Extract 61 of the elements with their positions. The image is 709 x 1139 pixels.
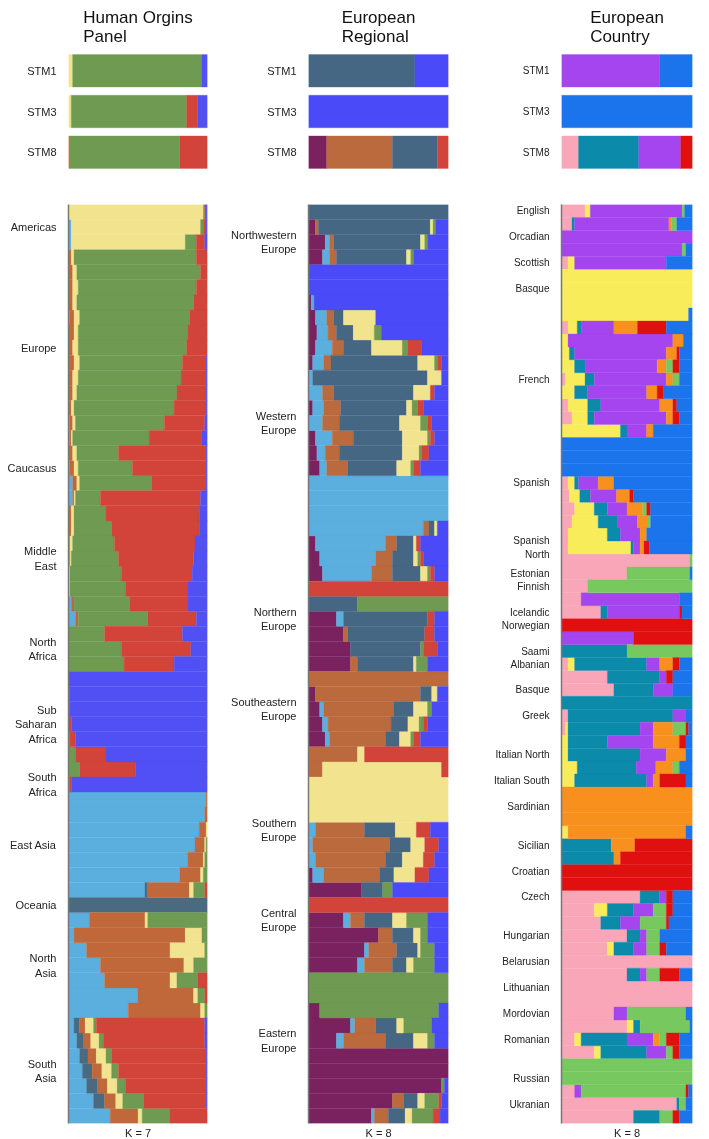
y-tick-label: Estonian xyxy=(510,567,550,579)
y-tick-label: Western Europe xyxy=(255,409,297,437)
y-tick-label: North Asia xyxy=(29,952,58,979)
y-tick-label: Central Europe xyxy=(261,906,297,934)
y-tick-label: Orcadian xyxy=(508,231,550,243)
y-tick-label: South Africa xyxy=(27,771,58,798)
y-tick-label: Sardinian xyxy=(507,800,550,812)
y-tick-label: Middle East xyxy=(24,545,57,572)
y-tick-label: Northern Europe xyxy=(253,605,297,632)
y-tick-label: South Asia xyxy=(27,1057,58,1084)
y-tick-label: French xyxy=(518,373,550,385)
y-tick-label: Europe xyxy=(21,341,57,354)
x-axis-title: K = 7 xyxy=(125,1126,151,1139)
y-tick-label: Spanish North xyxy=(513,535,550,560)
x-axis-title: K = 8 xyxy=(614,1126,640,1139)
y-tick-label: STM1 xyxy=(267,64,297,77)
y-tick-label: Saami xyxy=(521,645,550,657)
y-tick-label: STM8 xyxy=(27,146,57,159)
y-tick-label: Albanian xyxy=(510,658,550,670)
y-tick-label: Spanish xyxy=(513,477,550,489)
chart-title: Human Orgins Panel xyxy=(83,7,193,46)
y-tick-label: Russian xyxy=(513,1072,550,1084)
y-tick-label: Americas xyxy=(10,221,57,234)
y-tick-label: Scottish xyxy=(513,257,550,269)
y-tick-label: East Asia xyxy=(10,838,57,851)
y-tick-label: STM8 xyxy=(522,146,550,158)
y-tick-label: Hungarian xyxy=(503,930,550,942)
y-tick-label: Italian South xyxy=(493,774,550,786)
y-tick-label: STM1 xyxy=(522,65,550,77)
y-tick-label: Sub Saharan Africa xyxy=(14,703,58,745)
y-tick-label: Italian North xyxy=(495,749,550,761)
y-tick-label: Mordovian xyxy=(502,1007,550,1019)
y-tick-label: STM1 xyxy=(27,64,57,77)
y-tick-label: Basque xyxy=(515,283,550,295)
y-tick-label: Northwestern Europe xyxy=(231,228,297,256)
y-tick-label: STM3 xyxy=(27,105,57,118)
y-tick-label: North Africa xyxy=(28,635,58,663)
x-axis-title: K = 8 xyxy=(365,1126,392,1139)
y-tick-label: Oceania xyxy=(15,899,58,912)
y-tick-label: Southeastern Europe xyxy=(231,696,297,723)
y-tick-label: Eastern Europe xyxy=(258,1027,297,1054)
y-tick-label: Norwegian xyxy=(501,619,550,631)
y-tick-label: Finnish xyxy=(517,580,550,592)
y-tick-label: Lithuanian xyxy=(503,982,550,994)
chart-title: European Regional xyxy=(341,7,416,46)
y-tick-label: STM8 xyxy=(267,146,297,159)
y-tick-label: Icelandic xyxy=(510,606,550,618)
y-tick-label: Southern Europe xyxy=(251,816,297,843)
y-tick-label: English xyxy=(516,205,550,217)
y-tick-label: Greek xyxy=(522,710,551,722)
y-tick-label: STM3 xyxy=(522,106,550,117)
y-tick-label: Romanian xyxy=(503,1033,550,1045)
y-tick-label: Sicilian xyxy=(517,839,550,851)
y-tick-label: Czech xyxy=(521,891,550,903)
y-tick-label: Croatian xyxy=(511,865,550,877)
y-tick-label: Basque xyxy=(515,684,550,696)
y-tick-label: Caucasus xyxy=(7,462,57,475)
y-tick-label: STM3 xyxy=(267,105,297,118)
y-tick-label: Belarusian xyxy=(502,956,550,968)
chart-title: European Country xyxy=(590,7,664,46)
y-tick-label: Ukranian xyxy=(509,1098,550,1110)
